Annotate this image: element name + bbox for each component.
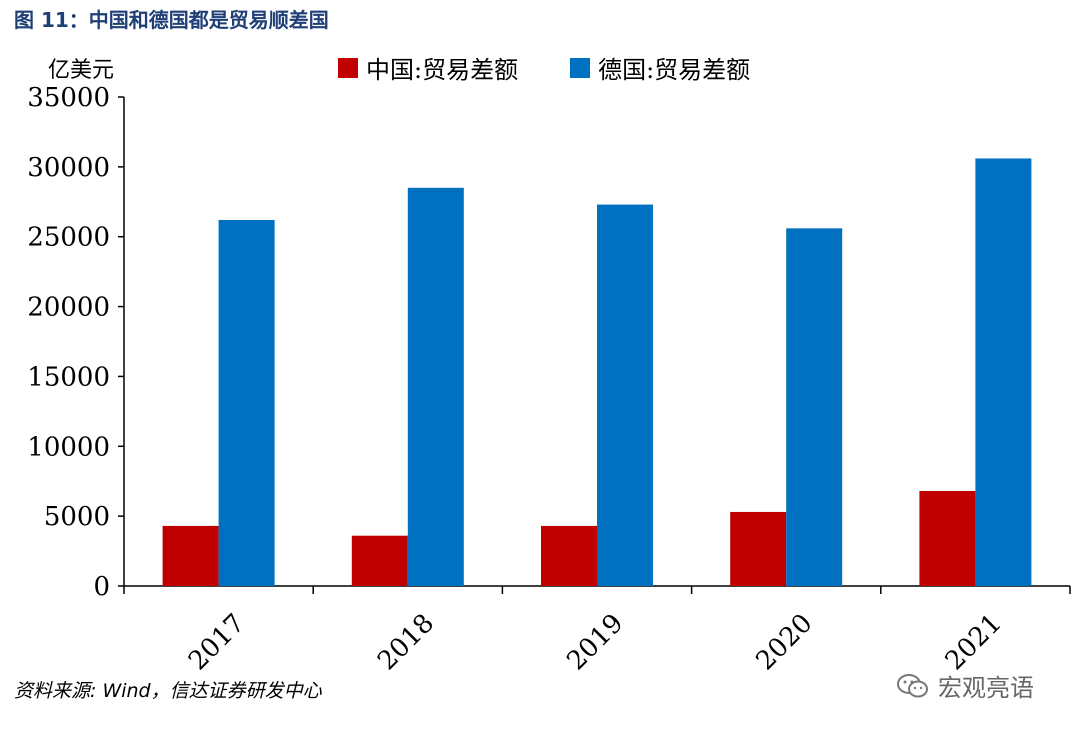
x-tick-label: 2017: [183, 608, 251, 676]
y-axis-unit-label: 亿美元: [48, 58, 115, 83]
bar-germany-2020: [786, 228, 843, 586]
legend-swatch-china: [338, 57, 358, 78]
x-tick-label: 2018: [372, 608, 440, 676]
bar-china-2020: [730, 511, 787, 586]
bar-germany-2019: [597, 204, 653, 586]
y-tick-label: 30000: [27, 153, 110, 183]
x-tick-label: 2019: [561, 608, 629, 676]
source-note: 资料来源: Wind，信达证券研发中心: [14, 680, 322, 702]
wechat-icon: [897, 673, 928, 697]
watermark-text: 宏观亮语: [938, 674, 1034, 702]
bar-china-2018: [351, 535, 408, 586]
legend-item-germany: 德国:贸易差额: [570, 50, 750, 85]
bar-china-2017: [162, 525, 219, 586]
bar-germany-2021: [975, 158, 1032, 586]
y-tick-label: 0: [93, 572, 110, 602]
x-tick-label: 2020: [751, 608, 819, 676]
bar-germany-2018: [407, 187, 464, 587]
y-tick-label: 5000: [44, 502, 110, 532]
legend-label-china: 中国:贸易差额: [366, 56, 519, 84]
y-tick-label: 10000: [27, 432, 110, 462]
watermark: 宏观亮语: [896, 668, 1034, 703]
y-tick-label: 15000: [27, 362, 110, 392]
bar-china-2021: [919, 490, 976, 586]
x-tick-label: 2021: [940, 608, 1008, 676]
legend-label-germany: 德国:贸易差额: [598, 56, 751, 84]
legend-swatch-germany: [570, 57, 591, 78]
y-tick-label: 35000: [27, 83, 110, 113]
chart-legend: 中国:贸易差额 德国:贸易差额: [338, 50, 750, 85]
bar-china-2019: [541, 525, 597, 586]
bar-germany-2017: [218, 219, 275, 586]
y-tick-label: 25000: [27, 223, 110, 253]
y-tick-label: 20000: [27, 293, 110, 323]
legend-item-china: 中国:贸易差额: [338, 50, 518, 85]
figure-title: 图 11：中国和德国都是贸易顺差国: [14, 8, 329, 32]
